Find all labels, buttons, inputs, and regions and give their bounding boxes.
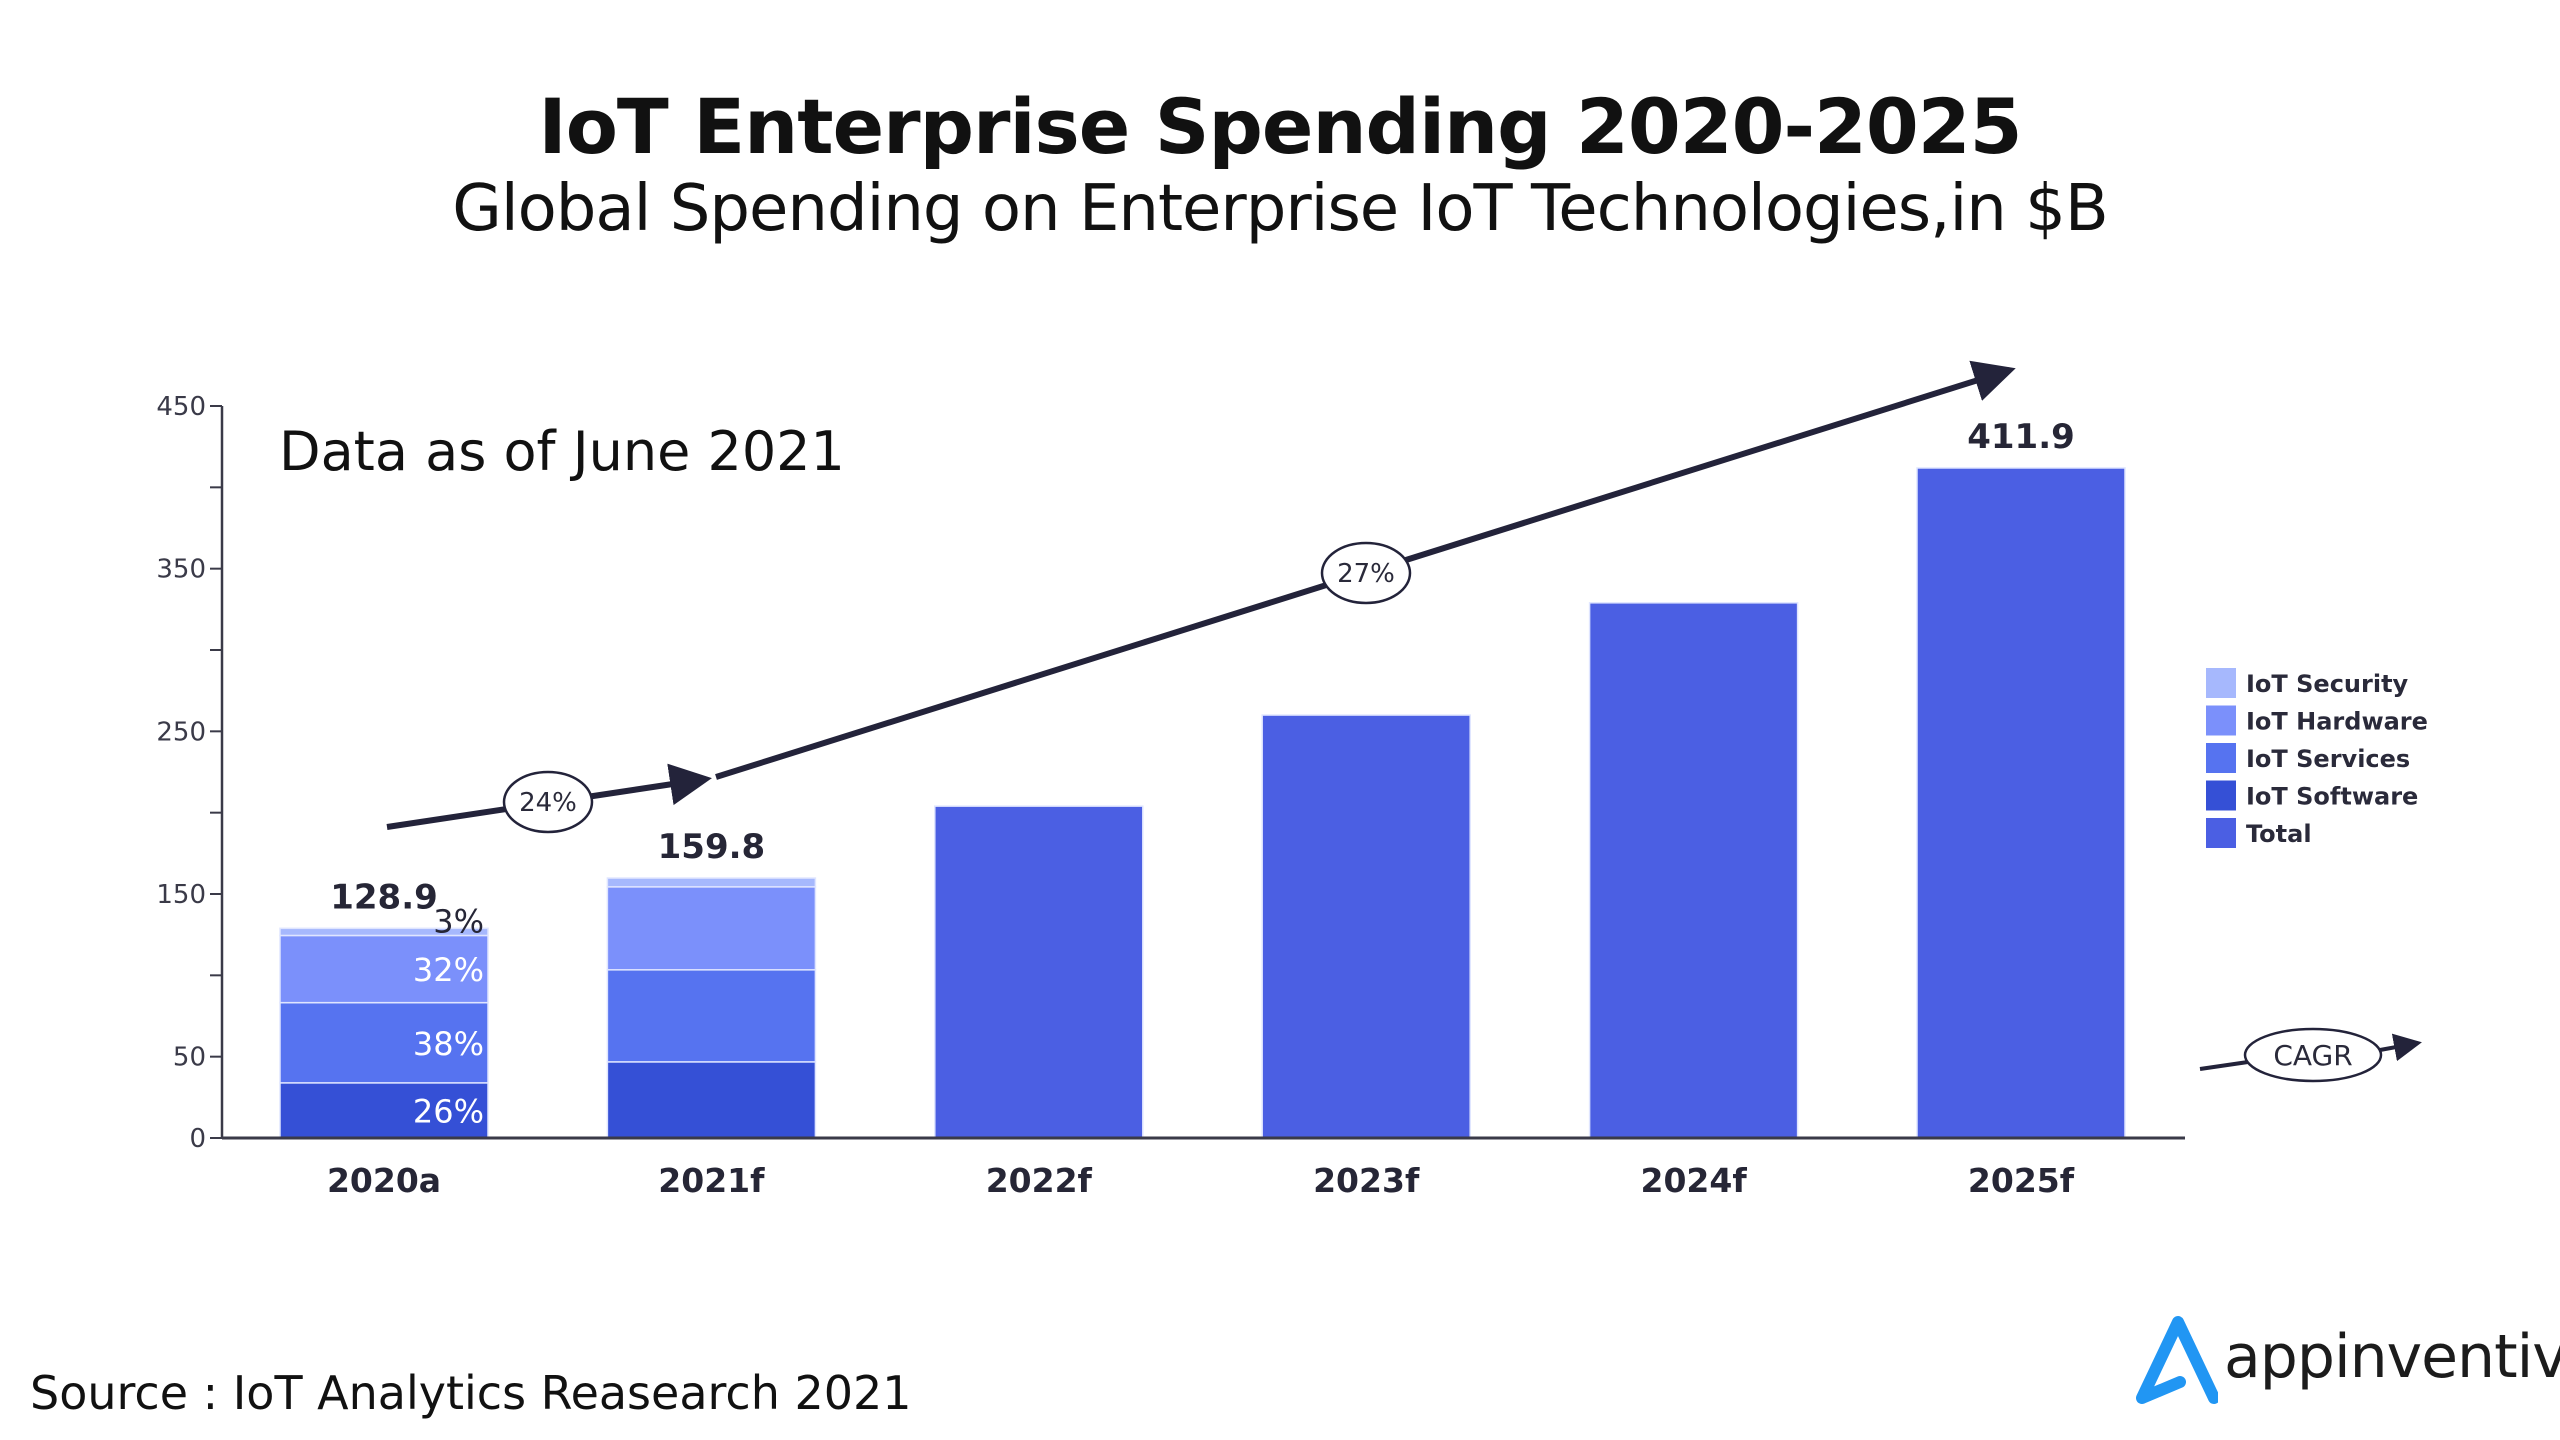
bar-segment-iot-services bbox=[606, 969, 817, 1063]
bar-total-label: 159.8 bbox=[658, 827, 766, 867]
cagr-bubble bbox=[1320, 541, 1412, 605]
bar-segment-iot-software bbox=[606, 1061, 817, 1139]
bar-segment-total bbox=[1916, 467, 2126, 1139]
chart-subtitle: Global Spending on Enterprise IoT Techno… bbox=[452, 172, 2109, 246]
segment-percent-label: 3% bbox=[433, 902, 484, 940]
legend: IoT Security IoT Hardware IoT Services IoT … bbox=[2206, 668, 2428, 848]
bar-segment-iot-services bbox=[279, 1001, 489, 1084]
legend-label: Total bbox=[2246, 820, 2312, 848]
y-axis: 0 50 150 250 350 450 bbox=[156, 392, 224, 1154]
legend-swatch bbox=[2206, 780, 2236, 811]
cagr-legend-bubble bbox=[2243, 1027, 2383, 1083]
bar-segment-iot-hardware bbox=[606, 886, 817, 971]
data-as-of-note: Data as of June 2021 bbox=[279, 420, 845, 483]
appinventiv-logo-icon bbox=[2136, 1316, 2218, 1404]
cagr-bubble bbox=[502, 770, 594, 834]
x-tick-label: 2021f bbox=[658, 1161, 765, 1200]
legend-swatch bbox=[2206, 705, 2236, 736]
bar-segment-iot-hardware bbox=[279, 934, 489, 1004]
legend-label: IoT Services bbox=[2246, 745, 2410, 773]
chart-title: IoT Enterprise Spending 2020-2025 bbox=[538, 82, 2022, 171]
bar-segment-iot-security bbox=[606, 877, 817, 888]
y-tick-label: 150 bbox=[156, 880, 206, 910]
y-tick-label: 450 bbox=[156, 392, 206, 422]
bar-segment-total bbox=[1588, 602, 1799, 1139]
appinventiv-logo: appinventiv bbox=[2128, 1310, 2560, 1410]
x-tick-label: 2020a bbox=[327, 1161, 441, 1200]
x-tick-label: 2025f bbox=[1968, 1161, 2075, 1200]
y-tick-label: 350 bbox=[156, 555, 206, 585]
cagr-legend: CAGR bbox=[2199, 1027, 2422, 1083]
y-tick-label: 250 bbox=[156, 717, 206, 747]
y-tick-label: 0 bbox=[189, 1124, 206, 1154]
x-axis: 2020a 2021f 2022f 2023f 2024f 2025f bbox=[222, 1136, 2185, 1200]
x-tick-label: 2024f bbox=[1640, 1161, 1747, 1200]
legend-label: IoT Software bbox=[2246, 783, 2418, 811]
legend-swatch bbox=[2206, 743, 2236, 773]
segment-percent-label: 32% bbox=[413, 951, 484, 989]
legend-label: IoT Hardware bbox=[2246, 708, 2428, 736]
cagr-legend-arrow bbox=[2379, 1033, 2422, 1062]
data-labels: 128.9 159.8 411.9 26% 38% 32% 3% bbox=[330, 417, 2075, 1130]
bar-total-label: 128.9 bbox=[330, 877, 438, 917]
segment-percent-label: 26% bbox=[413, 1092, 484, 1130]
bar-total-label: 411.9 bbox=[1967, 417, 2075, 457]
bars bbox=[279, 467, 2126, 1139]
cagr-trend-arrows: 24% 27% bbox=[386, 360, 2016, 834]
y-tick-label: 50 bbox=[173, 1043, 206, 1073]
bar-segment-total bbox=[934, 805, 1144, 1139]
legend-label: IoT Security bbox=[2246, 670, 2409, 698]
bar-segment-iot-software bbox=[279, 1082, 489, 1139]
cagr-legend-line bbox=[2199, 1060, 2249, 1071]
source-note: Source : IoT Analytics Reasearch 2021 bbox=[30, 1366, 912, 1420]
legend-swatch bbox=[2206, 668, 2236, 698]
x-tick-label: 2022f bbox=[986, 1161, 1093, 1200]
segment-percent-label: 38% bbox=[413, 1025, 484, 1063]
cagr-legend-label: CAGR bbox=[2273, 1039, 2352, 1072]
cagr-bubble-label: 27% bbox=[1337, 559, 1395, 589]
cagr-bubble-label: 24% bbox=[519, 788, 577, 818]
bar-segment-total bbox=[1261, 714, 1471, 1139]
x-tick-label: 2023f bbox=[1313, 1161, 1420, 1200]
legend-swatch bbox=[2206, 818, 2236, 848]
bar-segment-iot-security bbox=[279, 927, 489, 937]
logo-wordmark: appinventiv bbox=[2224, 1322, 2560, 1392]
